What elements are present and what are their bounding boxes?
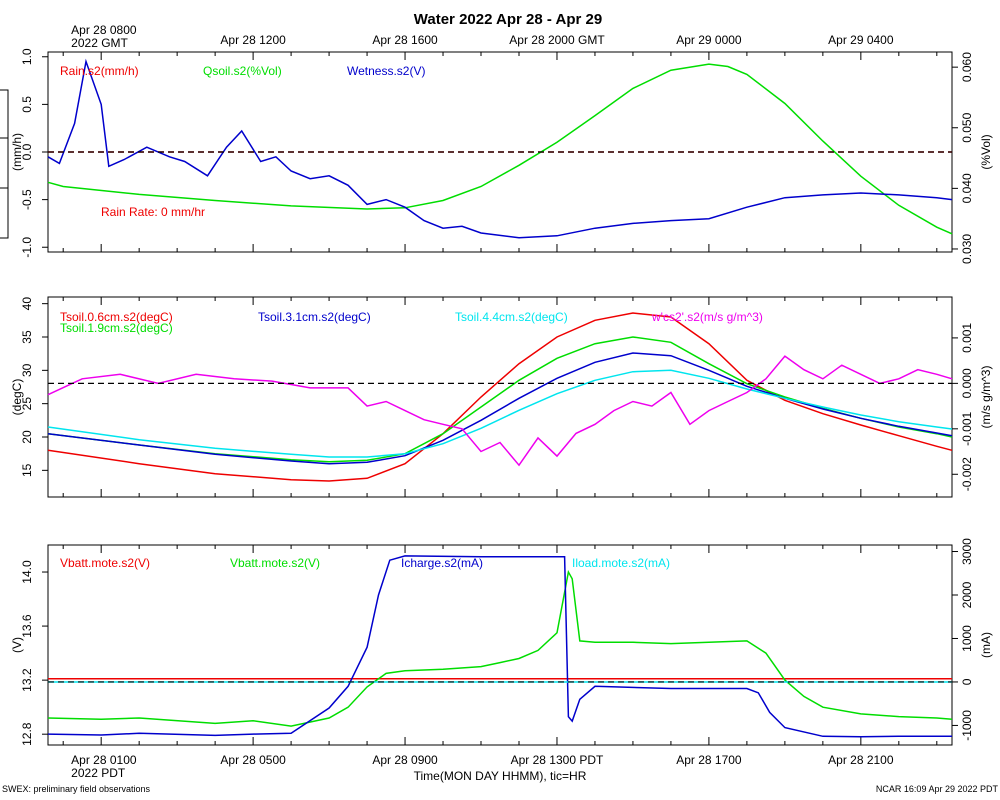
legend-entry: Tsoil.0.6cm.s2(degC): [60, 310, 173, 324]
legend-entry: Iload.mote.s2(mA): [572, 556, 670, 570]
y-tick-label-right: 2000: [960, 581, 974, 608]
plot-frame: [47, 544, 953, 746]
y-axis-label-right: (m/s g/m^3): [979, 366, 993, 429]
bottom-time-label: Apr 28 1700: [676, 753, 742, 767]
y-tick-label-left: 25: [20, 397, 34, 411]
y-tick-label-left: 14.0: [20, 560, 34, 584]
x-axis-label: Time(MON DAY HHMM), tic=HR: [414, 769, 587, 783]
y-tick-label-left: 35: [20, 330, 34, 344]
top-time-label: Apr 28 1600: [372, 33, 438, 47]
series-line-magenta: [47, 355, 953, 467]
y-tick-label-right: 0: [960, 678, 974, 685]
y-tick-label-left: -0.5: [20, 189, 34, 210]
legend-entry: Wetness.s2(V): [347, 64, 425, 78]
series-line-blue: [47, 58, 953, 239]
footer-right: NCAR 16:09 Apr 29 2022 PDT: [876, 784, 999, 794]
legend-entry: Icharge.s2(mA): [401, 556, 483, 570]
y-tick-label-right: 1000: [960, 625, 974, 652]
y-axis-label-left: (mm/h): [10, 133, 24, 171]
top-time-label: Apr 28 1200: [220, 33, 286, 47]
y-tick-label-right: 0.030: [960, 234, 974, 264]
legend-entry: Tsoil.3.1cm.s2(degC): [258, 310, 371, 324]
legend-entry: Qsoil.s2(%Vol): [203, 64, 282, 78]
y-tick-label-right: -1000: [960, 710, 974, 741]
bottom-time-label: Apr 28 0100: [71, 753, 137, 767]
y-axis-label-left: (V): [10, 637, 24, 653]
bottom-time-label: Apr 28 1300 PDT: [511, 753, 604, 767]
left-bracket: [0, 89, 9, 239]
series-line-blue: [47, 555, 952, 738]
rain-rate-annotation: Rain Rate: 0 mm/hr: [101, 205, 205, 219]
figure-title: Water 2022 Apr 28 - Apr 29: [414, 11, 602, 28]
legend-entry: Vbatt.mote.s2(V): [60, 556, 150, 570]
y-tick-label-left: 0.0: [20, 143, 34, 160]
top-time-label: Apr 29 0000: [676, 33, 742, 47]
y-axis-label-right: (%Vol): [979, 134, 993, 169]
y-tick-label-left: 13.2: [20, 668, 34, 692]
y-tick-label-left: 20: [20, 430, 34, 444]
y-tick-label-left: 12.8: [20, 722, 34, 746]
panel-bottom: 14.0 13.6 13.2 12.8 3000 2000 1000 0 -1000 (V) (mA…: [10, 538, 993, 746]
legend-entry: Tsoil.4.4cm.s2(degC): [455, 310, 568, 324]
series-line-red: [47, 312, 953, 482]
bottom-time-label: 2022 PDT: [71, 766, 126, 780]
panel-middle: 40 35 30 25 20 15 0.001 0.000 -0.001 -0.002 (degC)…: [10, 296, 993, 498]
y-tick-label-right: 0.000: [960, 368, 974, 398]
footer-left: SWEX: preliminary field observations: [2, 784, 151, 794]
bottom-time-label: Apr 28 0500: [220, 753, 286, 767]
series-line-green: [47, 569, 953, 727]
y-axis-label-left: (degC): [10, 379, 24, 416]
y-tick-label-left: 40: [20, 297, 34, 311]
y-axis-label-right: (mA): [979, 632, 993, 658]
y-tick-label-left: 1.0: [20, 48, 34, 65]
y-tick-label-left: 0.5: [20, 96, 34, 113]
panel-top: 1.0 0.5 0.0 -0.5 -1.0 0.060 0.050 0.040 0.030 (mm…: [10, 48, 993, 264]
y-tick-label-left: 15: [20, 463, 34, 477]
series-line-cyan: [47, 369, 953, 458]
legend-entry: Vbatt.mote.s2(V): [230, 556, 320, 570]
y-tick-label-right: 0.001: [960, 323, 974, 353]
legend-entry: Rain.s2(mm/h): [60, 64, 139, 78]
y-tick-label-right: 0.050: [960, 112, 974, 142]
y-tick-label-right: -0.002: [960, 457, 974, 491]
series-line-blue: [47, 352, 953, 465]
y-tick-label-left: 13.6: [20, 614, 34, 638]
y-tick-label-right: 0.040: [960, 173, 974, 203]
legend-entry: w'cs2'.s2(m/s g/m^3): [651, 310, 763, 324]
top-time-label: Apr 29 0400: [828, 33, 894, 47]
top-time-label: 2022 GMT: [71, 36, 128, 50]
y-tick-label-right: 0.060: [960, 52, 974, 82]
y-tick-label-right: -0.001: [960, 411, 974, 445]
top-time-label: Apr 28 0800: [71, 23, 137, 37]
y-tick-label-left: -1.0: [20, 237, 34, 258]
series-line-green: [47, 63, 953, 235]
plot-frame: [47, 296, 953, 498]
legend-entry: Tsoil.1.9cm.s2(degC): [60, 321, 173, 335]
y-tick-label-left: 30: [20, 363, 34, 377]
top-time-label: Apr 28 2000 GMT: [509, 33, 605, 47]
bottom-time-label: Apr 28 0900: [372, 753, 438, 767]
y-tick-label-right: 3000: [960, 538, 974, 565]
bottom-time-label: Apr 28 2100: [828, 753, 894, 767]
